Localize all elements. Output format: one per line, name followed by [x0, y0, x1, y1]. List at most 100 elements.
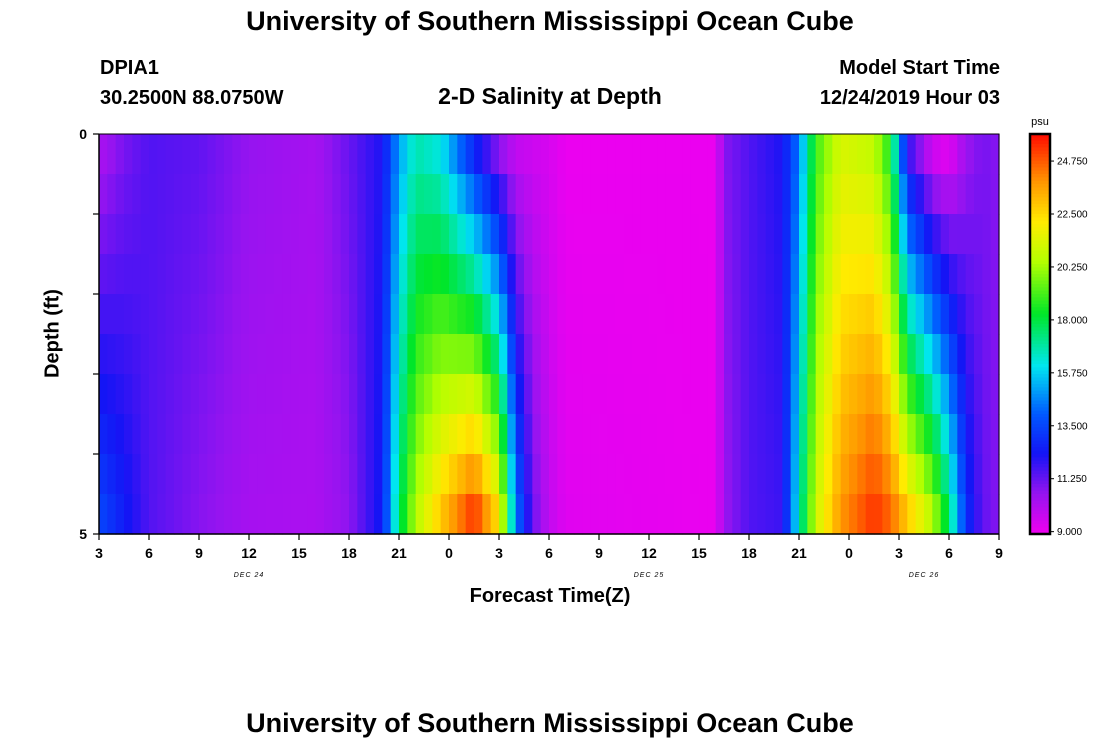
heatmap-cell	[515, 454, 525, 495]
colorbar-segment	[1030, 477, 1050, 482]
heatmap-cell	[990, 254, 1000, 295]
heatmap-cell	[665, 294, 675, 335]
heatmap-cell	[874, 454, 883, 495]
heatmap-cell	[782, 254, 792, 295]
heatmap-cell	[740, 454, 750, 495]
heatmap-cell	[382, 214, 392, 255]
y-tick-label: 5	[79, 526, 87, 542]
heatmap-cell	[982, 334, 992, 375]
heatmap-cell	[640, 254, 650, 295]
heatmap-cell	[982, 174, 992, 215]
heatmap-cell	[415, 374, 425, 415]
heatmap-cell	[724, 174, 733, 215]
heatmap-cell	[807, 174, 817, 215]
heatmap-cell	[890, 214, 900, 255]
heatmap-cell	[799, 134, 808, 175]
colorbar-segment	[1030, 480, 1050, 485]
heatmap-cell	[807, 214, 817, 255]
heatmap-cell	[765, 494, 775, 535]
colorbar-segment	[1030, 510, 1050, 515]
heatmap-cell	[690, 294, 700, 335]
heatmap-cell	[407, 414, 417, 455]
heatmap-cell	[115, 174, 125, 215]
heatmap-cell	[199, 174, 208, 215]
heatmap-cell	[782, 414, 792, 455]
heatmap-cell	[565, 454, 575, 495]
colorbar-segment	[1030, 357, 1050, 362]
heatmap-cell	[565, 494, 575, 535]
heatmap-cell	[857, 294, 867, 335]
heatmap-cell	[924, 414, 933, 455]
colorbar: psu 9.000 11.250 13.500 15.750 18.000 20.250 22…	[1028, 116, 1088, 538]
heatmap-cell	[590, 294, 600, 335]
heatmap-cell	[899, 294, 908, 335]
x-tick-label: 9	[195, 545, 203, 561]
heatmap-cell	[107, 334, 117, 375]
heatmap-cell	[124, 254, 133, 295]
heatmap-cell	[865, 374, 875, 415]
heatmap-cell	[190, 334, 200, 375]
heatmap-cell	[990, 414, 1000, 455]
x-tick-label: 21	[791, 545, 807, 561]
heatmap-cell	[582, 454, 592, 495]
heatmap-cell	[824, 134, 833, 175]
heatmap-cell	[974, 414, 983, 455]
heatmap-cell	[507, 374, 517, 415]
colorbar-segment	[1030, 204, 1050, 208]
heatmap-cell	[899, 334, 908, 375]
heatmap-cell	[482, 174, 492, 215]
heatmap-cell	[365, 454, 375, 495]
heatmap-cell	[324, 254, 333, 295]
heatmap-cell	[490, 374, 500, 415]
colorbar-segment	[1030, 254, 1050, 258]
heatmap-cell	[540, 454, 550, 495]
heatmap-cell	[699, 334, 708, 375]
heatmap-cell	[624, 134, 633, 175]
heatmap-cell	[507, 254, 517, 295]
colorbar-segment	[1030, 444, 1050, 448]
colorbar-segment	[1030, 404, 1050, 408]
heatmap-cell	[424, 214, 433, 255]
heatmap-cell	[949, 414, 958, 455]
heatmap-cell	[549, 414, 558, 455]
heatmap-cell	[457, 134, 467, 175]
heatmap-cell	[332, 254, 342, 295]
x-tick-label: 18	[741, 545, 757, 561]
heatmap-cell	[882, 414, 892, 455]
colorbar-segment	[1030, 307, 1050, 312]
heatmap-cell	[832, 174, 842, 215]
heatmap-cell	[465, 134, 475, 175]
heatmap-cell	[665, 134, 675, 175]
heatmap-cell	[624, 334, 633, 375]
heatmap-cell	[674, 134, 683, 175]
heatmap-cell	[207, 254, 217, 295]
page-title: University of Southern Mississippi Ocean…	[246, 6, 854, 36]
colorbar-segment	[1030, 377, 1050, 382]
heatmap-cell	[115, 214, 125, 255]
heatmap-cell	[507, 334, 517, 375]
heatmap-cell	[574, 454, 583, 495]
heatmap-cell	[340, 214, 350, 255]
heatmap-cell	[765, 414, 775, 455]
heatmap-cell	[732, 414, 742, 455]
heatmap-cell	[924, 214, 933, 255]
heatmap-cell	[849, 334, 858, 375]
heatmap-cell	[582, 334, 592, 375]
heatmap-cell	[574, 294, 583, 335]
heatmap-cell	[765, 134, 775, 175]
heatmap-cell	[840, 294, 850, 335]
heatmap-cell	[307, 214, 317, 255]
heatmap-cell	[499, 374, 508, 415]
heatmap-cell	[632, 494, 642, 535]
heatmap-cell	[924, 454, 933, 495]
heatmap-cell	[632, 214, 642, 255]
heatmap-cell	[349, 334, 358, 375]
heatmap-cell	[199, 494, 208, 535]
colorbar-segment	[1030, 164, 1050, 168]
heatmap-cell	[490, 134, 500, 175]
heatmap-cell	[707, 374, 717, 415]
colorbar-segment	[1030, 490, 1050, 495]
heatmap-cell	[649, 374, 658, 415]
heatmap-cell	[349, 134, 358, 175]
colorbar-segment	[1030, 360, 1050, 365]
